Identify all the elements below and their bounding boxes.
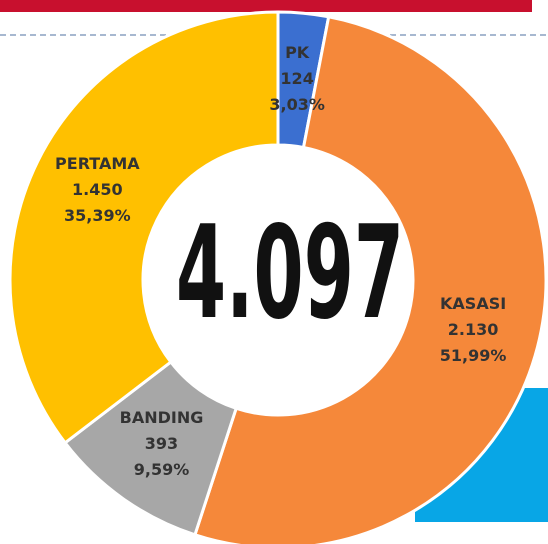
- segment-percent: 3,03%: [269, 95, 325, 114]
- segment-value: 124: [280, 69, 313, 88]
- segment-percent: 51,99%: [440, 346, 507, 365]
- segment-value: 393: [145, 434, 178, 453]
- donut: [8, 10, 548, 544]
- labels: PK 124 3,03% KASASI 2.130 51,99% BANDING 393 9,5…: [55, 43, 506, 479]
- segment-name: PERTAMA: [55, 154, 140, 173]
- center-total: 4.097: [176, 199, 404, 348]
- segment-name: PK: [285, 43, 310, 62]
- top-bar: [0, 0, 532, 12]
- segment-value: 2.130: [448, 320, 499, 339]
- segment-name: BANDING: [120, 408, 204, 427]
- segment-percent: 35,39%: [64, 206, 131, 225]
- donut-segment: [193, 15, 548, 544]
- donut-segment: [8, 10, 280, 445]
- segment-name: KASASI: [440, 294, 506, 313]
- segment-percent: 9,59%: [134, 460, 190, 479]
- segment-value: 1.450: [72, 180, 123, 199]
